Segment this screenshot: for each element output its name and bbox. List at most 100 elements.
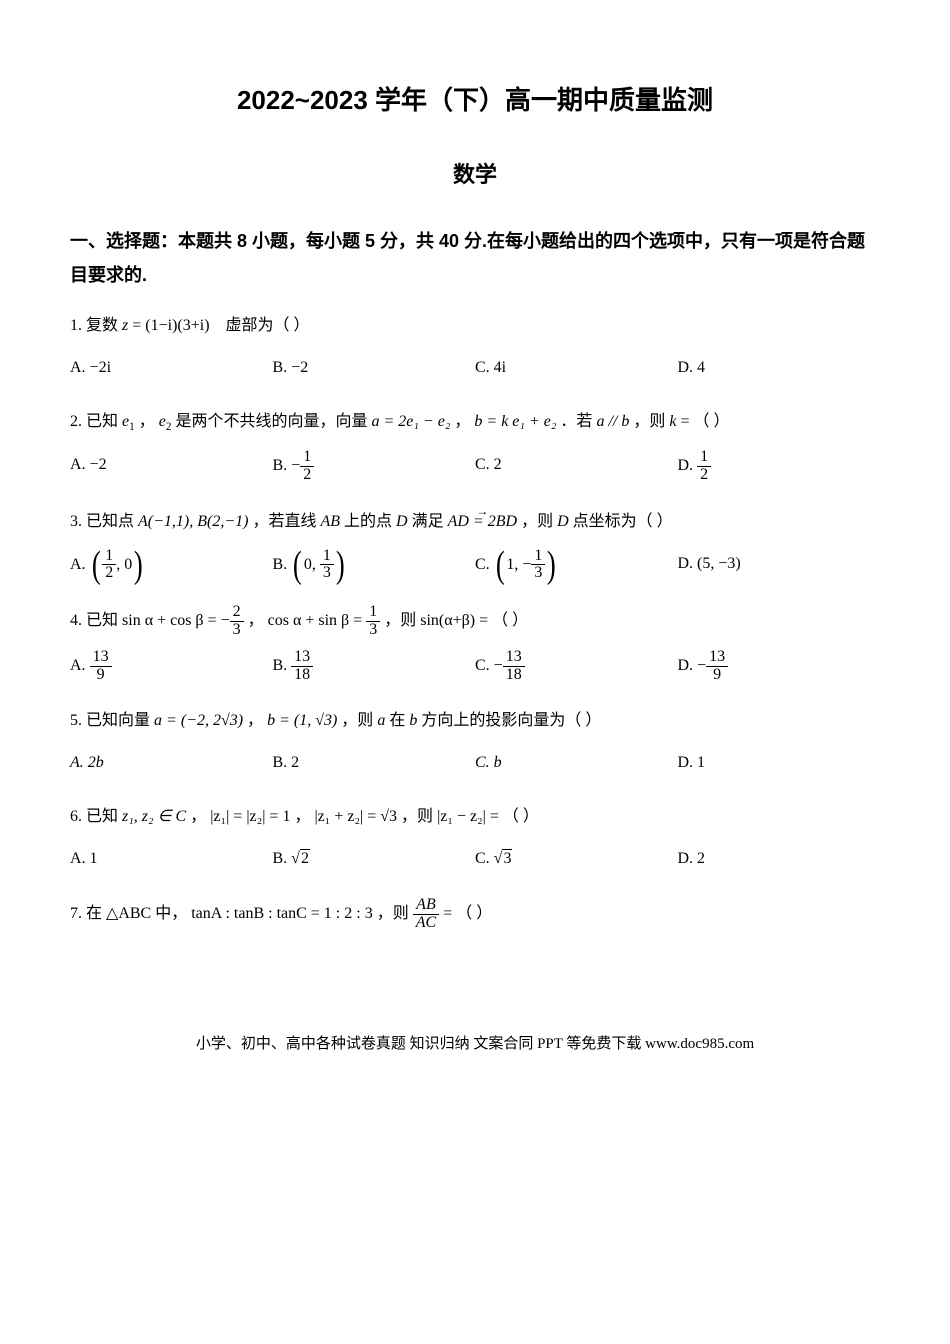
q2d-frac: 12	[697, 449, 711, 484]
q5-opt-a: A. 2b	[70, 747, 273, 779]
q2-comma: ，	[139, 413, 155, 430]
q2b-frac: 12	[300, 449, 314, 484]
exam-page: 2022~2023 学年（下）高一期中质量监测 数学 一、选择题：本题共 8 小…	[0, 0, 950, 1083]
q5-avar: a	[377, 712, 385, 729]
question-6: 6. 已知 z₁, z₂ ∈ C ， |z₁| = |z₂| = 1 ， |z₁…	[70, 801, 880, 875]
q5-opt-d: D. 1	[678, 747, 881, 779]
q2-t2: 是两个不共线的向量，向量	[175, 413, 367, 430]
q5-bvar: b	[409, 712, 417, 729]
q2b-neg: −	[291, 457, 300, 474]
q4-opt-a: A. 139	[70, 649, 273, 684]
q5-t2: ，则	[341, 712, 373, 729]
q4-lhs1: sin α + cos β = −	[122, 612, 230, 629]
q3-D2: D	[557, 513, 569, 530]
q2-comma2: ，	[454, 413, 470, 430]
q1-num: 1.	[70, 317, 82, 334]
q4-opt-b: B. 1318	[273, 649, 476, 684]
question-2: 2. 已知 e1 ， e2 是两个不共线的向量，向量 a = 2e₁ − e₂ …	[70, 406, 880, 483]
q4c-neg: −	[494, 657, 503, 674]
q4-num: 4.	[70, 612, 82, 629]
q7-num: 7.	[70, 905, 82, 922]
q2-e1: e1	[122, 413, 135, 430]
q2-opt-a: A. −2	[70, 449, 273, 484]
q6-opt-c: C. √3	[475, 843, 678, 875]
q6-opt-a: A. 1	[70, 843, 273, 875]
q5-t3: 在	[389, 712, 405, 729]
q4-eq: = （ ）	[479, 612, 528, 629]
q2-opt-d: D. 12	[678, 449, 881, 484]
q5-opt-c: C. b	[475, 747, 678, 779]
q3d-text: D. (5, −3)	[678, 555, 741, 572]
q3-A: A(−1,1), B(2,−1)	[138, 513, 248, 530]
q3-t1: 已知点	[86, 513, 134, 530]
q1-opt-b: B. −2	[273, 352, 476, 384]
q4c-pre: C.	[475, 657, 494, 674]
q6-z: z₁, z₂ ∈ C	[122, 808, 186, 825]
q3-AB: AB	[320, 513, 340, 530]
q6-c1: |z₁| = |z₂| = 1	[210, 808, 290, 825]
q6-comma2: ，	[294, 808, 310, 825]
q1-opt-d: D. 4	[678, 352, 881, 384]
q3-opt-d: D. (5, −3)	[678, 548, 881, 583]
question-1: 1. 复数 z = (1−i)(3+i) 虚部为（ ） A. −2i B. −2…	[70, 310, 880, 384]
q4-opt-c: C. −1318	[475, 649, 678, 684]
q5-b: b = (1, √3)	[267, 712, 337, 729]
q3-t5: ，则	[521, 513, 553, 530]
page-footer: 小学、初中、高中各种试卷真题 知识归纳 文案合同 PPT 等免费下载 www.d…	[70, 1032, 880, 1053]
q2-cond: a // b	[596, 413, 629, 430]
q6c-pre: C.	[475, 850, 494, 867]
q5-t1: 已知向量	[86, 712, 150, 729]
q2-t5: = （ ）	[680, 413, 729, 430]
q4-comma: ，	[248, 612, 264, 629]
q7-eq: = （ ）	[443, 905, 492, 922]
q1-opt-a: A. −2i	[70, 352, 273, 384]
q2-num: 2.	[70, 413, 82, 430]
q6-eq: = （ ）	[490, 808, 539, 825]
q3-opt-a: A. (12, 0)	[70, 548, 273, 583]
q2-expr-a: a = 2e₁ − e₂	[371, 413, 450, 430]
q4b-pre: B.	[273, 657, 292, 674]
q7-frac: ABAC	[413, 897, 439, 932]
q2-t1: 已知	[86, 413, 118, 430]
q6b-pre: B.	[273, 850, 292, 867]
q3-t4: 满足	[412, 513, 444, 530]
q7-t3: ，则	[377, 905, 409, 922]
q6-opt-b: B. √2	[273, 843, 476, 875]
q6-c3: |z₁ − z₂|	[437, 808, 486, 825]
q3-t6: 点坐标为（ ）	[573, 513, 673, 530]
q1-opt-c: C. 4i	[475, 352, 678, 384]
q5-opt-b: B. 2	[273, 747, 476, 779]
q7-t1: 在	[86, 905, 102, 922]
q6-t2: ，则	[401, 808, 433, 825]
q2-opt-c: C. 2	[475, 449, 678, 484]
q3-cond: →AD = 2BD	[448, 513, 521, 530]
q3-opt-c: C. (1, −13)	[475, 548, 678, 583]
q6-c2: |z₁ + z₂| = √3	[314, 808, 397, 825]
q3-num: 3.	[70, 513, 82, 530]
q4-f1: 23	[230, 604, 244, 639]
q4-f2: 13	[366, 604, 380, 639]
q1-pre: 复数	[86, 317, 118, 334]
q4-expr: sin(α+β)	[420, 612, 475, 629]
q4a-pre: A.	[70, 657, 90, 674]
q4d-pre: D.	[678, 657, 698, 674]
q5-comma: ，	[247, 712, 263, 729]
q7-cond: tanA : tanB : tanC = 1 : 2 : 3	[191, 905, 372, 922]
q2-k: k	[669, 413, 676, 430]
q6-opt-d: D. 2	[678, 843, 881, 875]
exam-title: 2022~2023 学年（下）高一期中质量监测	[70, 80, 880, 117]
q1-z: z	[122, 317, 128, 334]
q3a-pre: A.	[70, 556, 90, 573]
q6-num: 6.	[70, 808, 82, 825]
q3-D: D	[396, 513, 408, 530]
q7-t2: 中，	[155, 905, 187, 922]
question-5: 5. 已知向量 a = (−2, 2√3) ， b = (1, √3) ，则 a…	[70, 705, 880, 779]
q3-opt-b: B. (0, 13)	[273, 548, 476, 583]
q5-num: 5.	[70, 712, 82, 729]
q3c-pre: C.	[475, 556, 494, 573]
q2-t3: ．若	[560, 413, 592, 430]
question-3: 3. 已知点 A(−1,1), B(2,−1) ，若直线 AB 上的点 D 满足…	[70, 506, 880, 583]
q5-t4: 方向上的投影向量为（ ）	[421, 712, 601, 729]
q4-lhs2: cos α + sin β =	[268, 612, 367, 629]
q4-opt-d: D. −139	[678, 649, 881, 684]
